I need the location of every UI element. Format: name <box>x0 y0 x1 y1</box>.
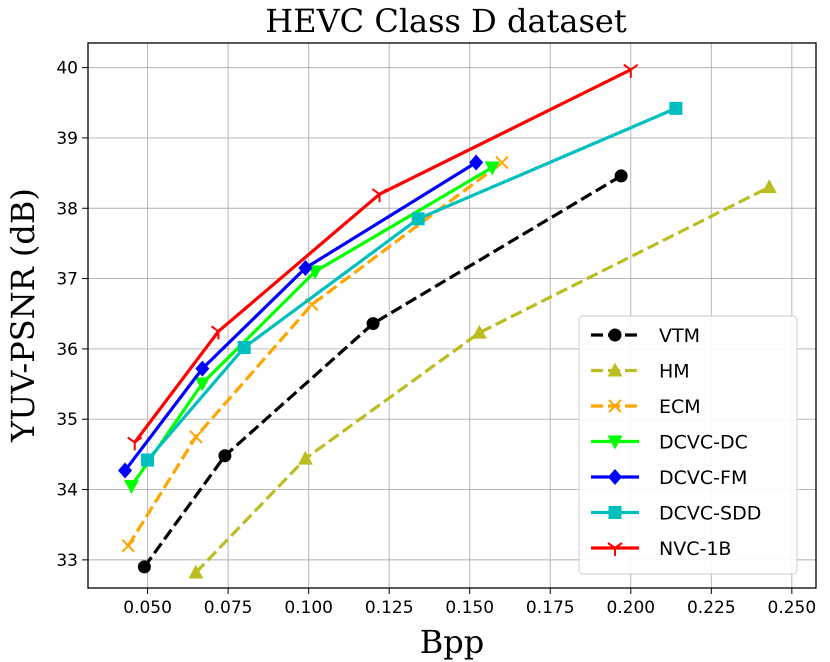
data-point-dcvc-fm <box>298 260 313 277</box>
series-line-vtm <box>143 174 622 568</box>
legend-label: VTM <box>659 325 700 347</box>
series-ecm <box>121 155 509 553</box>
y-tick-label: 40 <box>56 59 78 79</box>
x-tick-label: 0.175 <box>526 598 575 618</box>
data-point-hm <box>297 450 313 465</box>
legend-marker <box>607 542 623 556</box>
data-point-ecm <box>495 155 509 170</box>
x-axis-label: Bpp <box>420 623 484 661</box>
legend-item-hm: HM <box>591 361 690 383</box>
data-point-dcvc-dc <box>194 377 210 392</box>
data-point-nvc-1b <box>371 188 388 203</box>
data-point-dcvc-dc <box>484 161 500 176</box>
data-point-hm <box>761 179 777 194</box>
series-hm <box>188 179 777 579</box>
x-tick-label: 0.075 <box>204 598 253 618</box>
y-tick-label: 36 <box>56 340 78 360</box>
data-point-dcvc-sdd <box>237 340 251 354</box>
legend-label: NVC-1B <box>659 538 731 560</box>
data-point-dcvc-sdd <box>411 212 425 226</box>
x-tick-label: 0.050 <box>123 598 172 618</box>
legend-box <box>578 315 798 575</box>
legend-marker <box>608 399 622 413</box>
y-tick-label: 35 <box>56 410 78 430</box>
x-tick-label: 0.100 <box>284 598 333 618</box>
data-point-dcvc-fm <box>195 360 210 377</box>
series-line-hm <box>194 185 771 574</box>
legend-item-nvc-1b: NVC-1B <box>591 538 731 560</box>
ticks: 0.050 0.075 0.100 0.125 0.150 0.175 0.200 0.225… <box>56 59 816 618</box>
series-line-ecm <box>126 161 503 547</box>
y-tick-label: 39 <box>56 129 78 149</box>
y-tick-label: 38 <box>56 199 78 219</box>
legend-marker <box>608 469 622 485</box>
series-nvc-1b <box>127 63 639 451</box>
data-point-nvc-1b <box>210 325 227 340</box>
data-point-dcvc-dc <box>123 480 139 495</box>
chart-title: HEVC Class D dataset <box>265 2 627 40</box>
y-tick-label: 37 <box>56 270 78 290</box>
legend-label: DCVC-DC <box>659 432 748 454</box>
x-tick-label: 0.150 <box>445 598 494 618</box>
data-point-hm <box>188 564 204 579</box>
series-line-dcvc-sdd <box>146 106 677 462</box>
legend-item-vtm: VTM <box>591 325 700 347</box>
data-point-nvc-1b <box>623 63 639 78</box>
y-axis-label: YUV-PSNR (dB) <box>4 188 42 443</box>
data-point-dcvc-fm <box>469 154 484 171</box>
legend: VTM HM ECM DCVC-DC DCVC-FM DCVC-SDD NVC-1B <box>578 315 798 575</box>
series-line-nvc-1b <box>133 68 632 444</box>
legend-label: HM <box>659 361 690 383</box>
plot-area <box>118 63 777 579</box>
axes-frame <box>87 42 817 589</box>
x-tick-label: 0.225 <box>687 598 736 618</box>
legend-item-dcvc-fm: DCVC-FM <box>591 467 747 489</box>
legend-item-ecm: ECM <box>591 396 701 418</box>
legend-marker <box>608 328 622 342</box>
series-line-dcvc-fm <box>123 161 478 472</box>
x-tick-label: 0.250 <box>768 598 817 618</box>
data-point-ecm <box>121 539 135 553</box>
series-dcvc-dc <box>123 161 500 495</box>
data-point-dcvc-sdd <box>141 453 155 467</box>
legend-marker <box>608 506 622 519</box>
legend-label: ECM <box>659 396 701 418</box>
data-point-dcvc-sdd <box>669 101 683 115</box>
data-point-dcvc-fm <box>118 462 133 479</box>
series-dcvc-sdd <box>141 101 683 467</box>
legend-item-dcvc-sdd: DCVC-SDD <box>591 503 761 525</box>
data-point-vtm <box>137 560 151 574</box>
data-point-hm <box>471 324 487 339</box>
y-tick-label: 34 <box>56 481 78 501</box>
x-tick-label: 0.125 <box>365 598 414 618</box>
legend-label: DCVC-FM <box>659 467 747 489</box>
data-point-vtm <box>614 169 628 183</box>
legend-marker <box>607 435 623 450</box>
legend-marker <box>607 362 623 377</box>
x-tick-label: 0.200 <box>606 598 655 618</box>
legend-label: DCVC-SDD <box>659 503 761 525</box>
legend-item-dcvc-dc: DCVC-DC <box>591 432 748 454</box>
series-dcvc-fm <box>118 154 484 479</box>
series-vtm <box>137 169 628 574</box>
data-point-nvc-1b <box>127 436 143 451</box>
data-point-vtm <box>366 317 380 331</box>
series-line-dcvc-dc <box>130 166 494 487</box>
data-point-ecm <box>189 430 203 444</box>
y-tick-label: 33 <box>56 551 78 571</box>
data-point-vtm <box>218 449 232 463</box>
